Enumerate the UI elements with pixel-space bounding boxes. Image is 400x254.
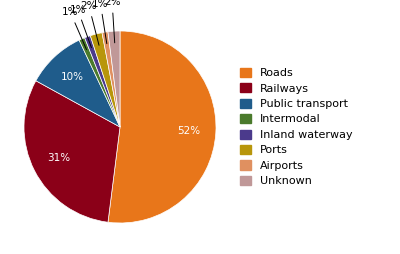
Text: 10%: 10%: [61, 72, 84, 82]
Wedge shape: [79, 38, 120, 127]
Text: 52%: 52%: [178, 126, 200, 136]
Wedge shape: [24, 81, 120, 222]
Text: 1%: 1%: [70, 5, 92, 47]
Wedge shape: [108, 31, 120, 127]
Wedge shape: [108, 31, 216, 223]
Wedge shape: [90, 33, 120, 127]
Text: 31%: 31%: [47, 153, 70, 163]
Wedge shape: [36, 40, 120, 127]
Text: 1%: 1%: [92, 0, 109, 44]
Legend: Roads, Railways, Public transport, Intermodal, Inland waterway, Ports, Airports,: Roads, Railways, Public transport, Inter…: [240, 68, 353, 186]
Wedge shape: [85, 36, 120, 127]
Text: 1%: 1%: [62, 7, 86, 50]
Text: 2%: 2%: [81, 1, 99, 45]
Wedge shape: [102, 32, 120, 127]
Text: 2%: 2%: [104, 0, 120, 43]
